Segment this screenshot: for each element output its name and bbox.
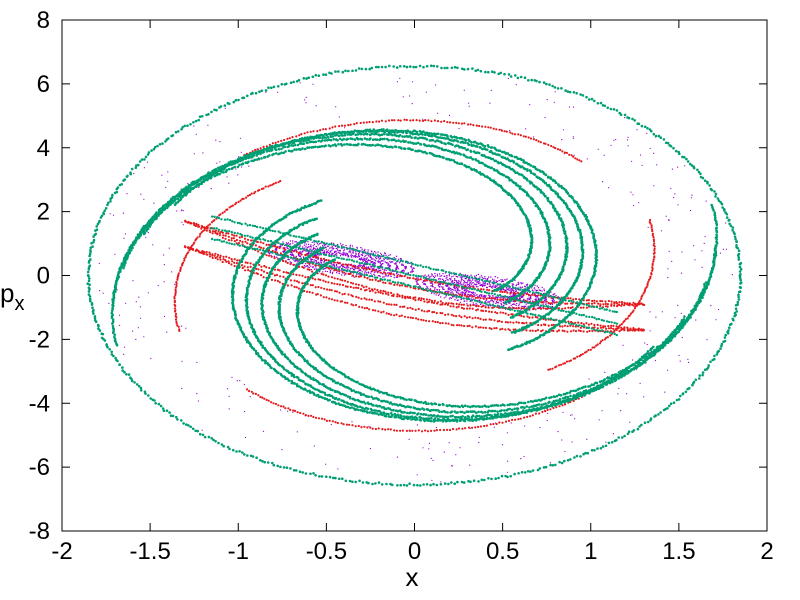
y-tick-label: -6	[29, 454, 50, 481]
y-tick-label: 4	[37, 135, 50, 162]
y-tick-label: -2	[29, 326, 50, 353]
x-tick-label: -1	[228, 538, 249, 565]
series-layer	[86, 64, 743, 487]
y-tick-label: 6	[37, 71, 50, 98]
y-axis-title-base: p	[0, 278, 14, 308]
y-axis-title: px	[0, 278, 24, 315]
x-tick-label: -2	[51, 538, 72, 565]
y-tick-label: 0	[37, 263, 50, 290]
x-tick-label: 1	[584, 538, 597, 565]
x-axis-title: x	[406, 562, 419, 592]
x-tick-label: 0	[408, 538, 421, 565]
y-tick-label: 8	[37, 7, 50, 34]
x-tick-label: 2	[760, 538, 773, 565]
series-green	[86, 64, 743, 487]
x-tick-label: 1.5	[662, 538, 695, 565]
y-tick-label: 2	[37, 199, 50, 226]
y-axis-title-sub: x	[14, 293, 24, 315]
y-tick-labels: -8 -6 -4 -2 0 2 4 6 8	[29, 7, 50, 545]
x-tick-labels: -2 -1.5 -1 -0.5 0 0.5 1 1.5 2	[51, 538, 773, 565]
y-tick-label: -4	[29, 390, 50, 417]
series-red	[173, 118, 656, 433]
ticks-layer	[61, 19, 768, 532]
x-tick-label: 0.5	[486, 538, 519, 565]
x-tick-label: -1.5	[129, 538, 170, 565]
x-tick-label: -0.5	[306, 538, 347, 565]
y-tick-label: -8	[29, 518, 50, 545]
